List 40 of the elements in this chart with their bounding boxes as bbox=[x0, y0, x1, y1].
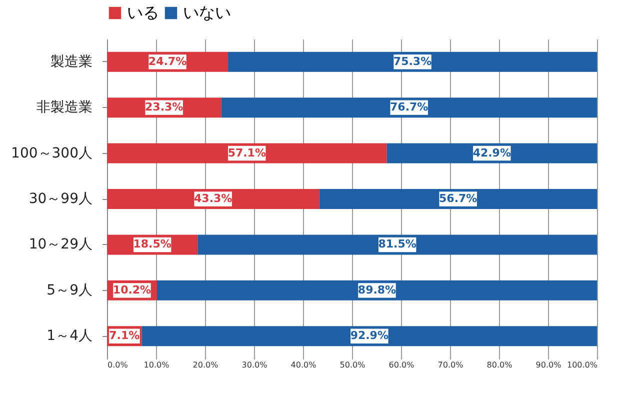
x-tick-label: 0.0% bbox=[108, 360, 128, 370]
data-label: 57.1% bbox=[228, 146, 266, 160]
y-tick-label: 非製造業 bbox=[36, 100, 92, 116]
bar bbox=[156, 280, 597, 300]
data-label: 92.9% bbox=[350, 329, 388, 342]
bar bbox=[319, 189, 597, 209]
x-tick-label: 10.0% bbox=[144, 360, 170, 370]
y-tick-label: 100～300人 bbox=[11, 145, 92, 162]
x-tick-label: 30.0% bbox=[242, 360, 268, 370]
y-tick-label: 製造業 bbox=[50, 54, 92, 70]
data-label: 75.3% bbox=[393, 54, 432, 68]
data-label: 10.2% bbox=[112, 283, 152, 296]
y-tick-label: 10～29人 bbox=[28, 236, 92, 253]
data-label: 7.1% bbox=[109, 329, 140, 342]
x-tick-label: 50.0% bbox=[340, 360, 366, 370]
y-tick-label: 5～9人 bbox=[46, 282, 92, 298]
x-tick-label: 40.0% bbox=[290, 360, 317, 370]
data-label: 43.3% bbox=[194, 192, 232, 205]
x-tick-label: 80.0% bbox=[486, 360, 513, 370]
data-label: 89.8% bbox=[358, 283, 396, 296]
data-label: 18.5% bbox=[133, 238, 172, 251]
bar bbox=[221, 98, 597, 118]
bar bbox=[228, 52, 597, 72]
data-label: 81.5% bbox=[378, 238, 416, 251]
x-tick-label: 100.0% bbox=[566, 360, 598, 370]
data-label: 42.9% bbox=[472, 146, 511, 160]
bar bbox=[142, 326, 597, 346]
bar bbox=[198, 234, 597, 255]
legend-label: いない bbox=[183, 3, 231, 22]
data-label: 76.7% bbox=[390, 100, 428, 114]
data-label: 24.7% bbox=[148, 54, 187, 68]
y-tick-label: 1～4人 bbox=[46, 328, 92, 344]
y-tick-label: 30～99人 bbox=[28, 191, 92, 207]
x-tick-label: 70.0% bbox=[438, 360, 464, 370]
legend-label: いる bbox=[127, 3, 159, 22]
data-label: 56.7% bbox=[439, 192, 478, 205]
x-tick-label: 90.0% bbox=[536, 360, 562, 370]
x-tick-label: 20.0% bbox=[192, 360, 219, 370]
data-label: 23.3% bbox=[145, 100, 184, 114]
x-tick-label: 60.0% bbox=[388, 360, 415, 370]
